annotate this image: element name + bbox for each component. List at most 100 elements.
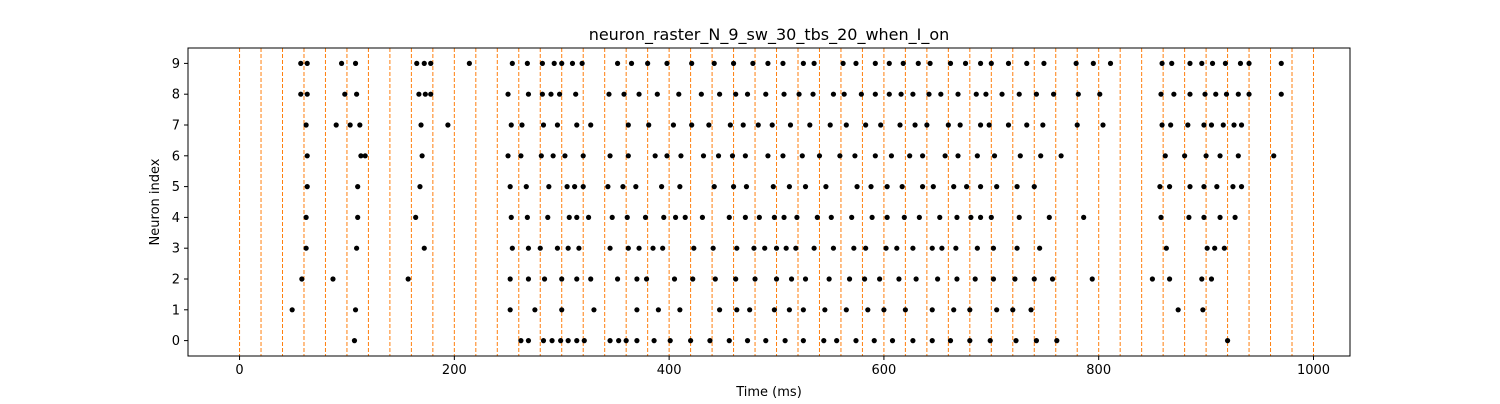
spike-point xyxy=(1024,122,1030,128)
spike-point xyxy=(654,91,660,97)
spike-point xyxy=(800,338,806,344)
spike-point xyxy=(1073,60,1079,66)
spike-point xyxy=(828,214,834,220)
spike-point xyxy=(770,184,776,190)
spike-point xyxy=(773,245,780,251)
spike-point xyxy=(763,338,769,344)
spike-point xyxy=(837,153,843,159)
spike-point xyxy=(670,122,677,128)
spike-point xyxy=(358,153,364,159)
spike-point xyxy=(907,153,913,159)
spike-point xyxy=(559,60,565,66)
spike-point xyxy=(545,214,551,220)
spike-point xyxy=(751,245,757,251)
y-tick-label: 9 xyxy=(172,57,180,72)
spike-point xyxy=(554,122,561,128)
spike-point xyxy=(333,122,339,128)
spike-point xyxy=(642,214,649,220)
spike-point xyxy=(999,91,1005,97)
spike-point xyxy=(743,184,750,190)
spike-point xyxy=(688,338,694,344)
spike-point xyxy=(421,245,427,251)
spike-point xyxy=(303,214,309,220)
spike-point xyxy=(1217,214,1223,220)
spike-point xyxy=(421,60,427,66)
spike-point xyxy=(676,91,682,97)
spike-point xyxy=(822,307,828,313)
spike-point xyxy=(565,245,571,251)
spike-point xyxy=(636,91,642,97)
spike-point xyxy=(974,153,980,159)
spike-point xyxy=(747,307,753,313)
spike-point xyxy=(711,184,717,190)
spike-point xyxy=(872,153,878,159)
spike-point xyxy=(786,184,793,190)
spike-point xyxy=(816,153,823,159)
spike-point xyxy=(338,60,345,66)
spike-point xyxy=(1031,276,1037,282)
spike-point xyxy=(1238,122,1245,128)
y-tick-label: 8 xyxy=(172,88,180,103)
spike-point xyxy=(734,245,740,251)
spike-point xyxy=(549,338,555,344)
spike-point xyxy=(977,214,984,220)
spike-point xyxy=(945,122,951,128)
spike-point xyxy=(1158,91,1164,97)
spike-point xyxy=(967,338,973,344)
spike-point xyxy=(559,307,565,313)
spike-point xyxy=(532,307,538,313)
spike-point xyxy=(851,245,857,251)
spike-point xyxy=(830,91,837,97)
spike-point xyxy=(1049,276,1056,282)
spike-point xyxy=(1200,307,1206,313)
spike-point xyxy=(1166,276,1173,282)
spike-point xyxy=(562,153,568,159)
spike-point xyxy=(929,338,935,344)
spike-point xyxy=(659,184,665,190)
spike-point xyxy=(546,184,552,190)
spike-point xyxy=(609,214,615,220)
spike-point xyxy=(580,153,586,159)
spike-point xyxy=(781,214,787,220)
spike-point xyxy=(417,184,423,190)
spike-point xyxy=(821,338,827,344)
spike-point xyxy=(413,214,419,220)
spike-point xyxy=(765,153,771,159)
spike-point xyxy=(572,184,578,190)
spike-point xyxy=(1013,338,1019,344)
spike-point xyxy=(352,307,359,313)
spike-point xyxy=(652,153,658,159)
spike-point xyxy=(811,245,817,251)
spike-point xyxy=(868,184,874,190)
spike-point xyxy=(802,276,809,282)
spike-point xyxy=(771,214,777,220)
spike-point xyxy=(740,122,746,128)
spike-point xyxy=(646,122,652,128)
spike-point xyxy=(744,338,751,344)
spike-point xyxy=(525,338,532,344)
spike-point xyxy=(799,153,805,159)
spike-point xyxy=(298,60,304,66)
spike-point xyxy=(780,153,786,159)
spike-point xyxy=(645,60,651,66)
spike-point xyxy=(938,91,944,97)
spike-point xyxy=(1231,122,1237,128)
spike-point xyxy=(1213,91,1219,97)
spike-point xyxy=(787,122,794,128)
spike-point xyxy=(303,122,309,128)
spike-point xyxy=(351,338,358,344)
spike-point xyxy=(910,91,916,97)
spike-point xyxy=(664,60,670,66)
spike-point xyxy=(1033,91,1040,97)
spike-point xyxy=(752,276,758,282)
spike-point xyxy=(994,307,1000,313)
spike-point xyxy=(927,60,933,66)
spike-point xyxy=(919,184,926,190)
spike-point xyxy=(677,184,683,190)
spike-point xyxy=(823,184,829,190)
spike-point xyxy=(614,276,621,282)
spike-point xyxy=(1149,276,1155,282)
spike-point xyxy=(968,214,974,220)
spike-point xyxy=(843,122,849,128)
spike-point xyxy=(525,276,532,282)
